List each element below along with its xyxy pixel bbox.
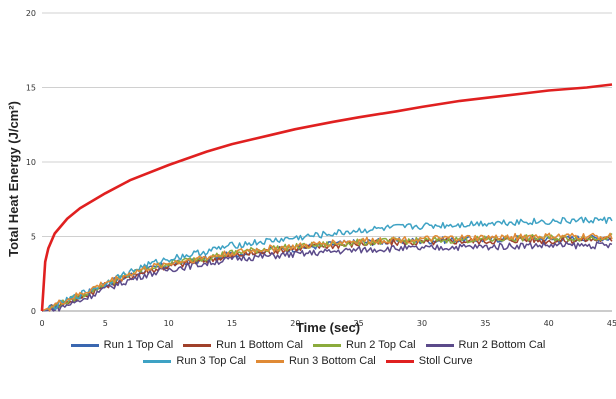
x-tick-label: 25 bbox=[354, 319, 364, 328]
x-tick-label: 0 bbox=[39, 319, 44, 328]
legend-swatch bbox=[143, 359, 172, 363]
legend-item: Run 1 Bottom Cal bbox=[183, 339, 303, 351]
legend-item: Run 3 Bottom Cal bbox=[255, 355, 376, 367]
legend-item: Run 1 Top Cal bbox=[70, 339, 174, 351]
x-tick-label: 5 bbox=[103, 319, 108, 328]
x-tick-label: 20 bbox=[290, 319, 300, 328]
legend-swatch bbox=[313, 343, 341, 347]
y-tick-label: 0 bbox=[31, 307, 36, 316]
legend-swatch bbox=[70, 343, 99, 347]
x-axis-label: Time (sec) bbox=[296, 320, 360, 335]
legend-row-1: Run 1 Top Cal Run 1 Bottom Cal Run 2 Top C… bbox=[0, 339, 616, 351]
series-line-run-2-bottom-cal bbox=[41, 241, 613, 312]
x-tick-label: 30 bbox=[417, 319, 427, 328]
series-line-run-1-bottom-cal bbox=[41, 235, 613, 312]
legend-item: Run 2 Top Cal bbox=[313, 339, 416, 351]
legend-swatch bbox=[183, 343, 212, 347]
legend-item: Run 2 Bottom Cal bbox=[425, 339, 546, 351]
series-lines bbox=[40, 83, 613, 312]
legend-swatch bbox=[255, 359, 284, 363]
y-axis-label: Total Heat Energy (J/cm²) bbox=[6, 101, 21, 257]
legend-label: Run 2 Top Cal bbox=[346, 339, 416, 351]
legend-swatch bbox=[425, 343, 454, 347]
x-tick-labels: 0 5 10 15 20 25 30 35 40 45 bbox=[39, 319, 616, 328]
legend-label: Run 3 Top Cal bbox=[176, 355, 246, 367]
legend-label: Run 1 Bottom Cal bbox=[216, 339, 303, 351]
y-tick-label: 10 bbox=[26, 158, 36, 167]
x-tick-label: 10 bbox=[164, 319, 174, 328]
y-tick-label: 20 bbox=[26, 9, 36, 18]
y-tick-labels: 0 5 10 15 20 bbox=[26, 9, 36, 316]
legend-label: Run 3 Bottom Cal bbox=[288, 355, 376, 367]
x-tick-label: 45 bbox=[607, 319, 616, 328]
legend-label: Stoll Curve bbox=[418, 355, 473, 367]
x-tick-label: 40 bbox=[544, 319, 554, 328]
y-tick-label: 5 bbox=[31, 233, 36, 242]
legend-label: Run 2 Bottom Cal bbox=[458, 339, 546, 351]
legend-item: Stoll Curve bbox=[385, 355, 473, 367]
legend-item: Run 3 Top Cal bbox=[143, 355, 246, 367]
series-line-run-3-top-cal bbox=[41, 216, 613, 312]
series-line-stoll-curve bbox=[40, 83, 613, 312]
x-tick-label: 15 bbox=[227, 319, 237, 328]
x-tick-label: 35 bbox=[480, 319, 490, 328]
series-line-run-3-bottom-cal bbox=[41, 232, 613, 312]
grid-lines bbox=[42, 12, 612, 312]
legend-label: Run 1 Top Cal bbox=[103, 339, 174, 351]
legend-row-2: Run 3 Top Cal Run 3 Bottom Cal Stoll Curve bbox=[0, 355, 616, 367]
legend-swatch bbox=[385, 359, 414, 363]
y-tick-label: 15 bbox=[26, 84, 36, 93]
